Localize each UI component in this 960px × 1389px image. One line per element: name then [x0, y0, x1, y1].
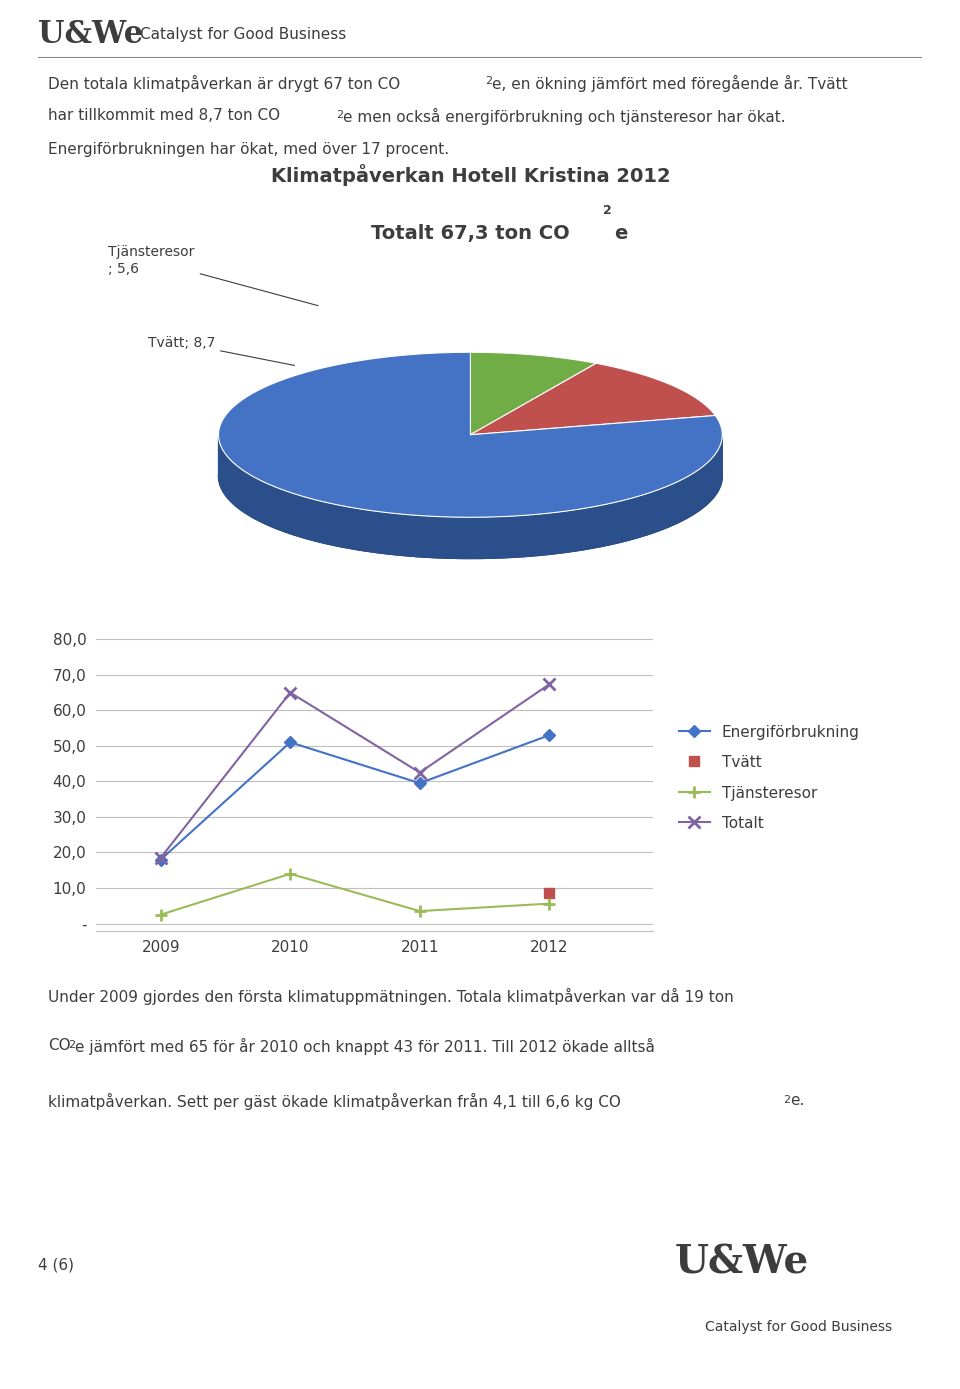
Text: har tillkommit med 8,7 ton CO: har tillkommit med 8,7 ton CO — [48, 108, 280, 124]
Text: 2: 2 — [336, 110, 344, 119]
Energiförbrukning — [543, 726, 555, 743]
Text: e men också energiförbrukning och tjänsteresor har ökat.: e men också energiförbrukning och tjänst… — [343, 108, 785, 125]
Energiförbrukning — [155, 851, 166, 868]
Totalt — [284, 685, 296, 701]
Tjänsteresor — [155, 906, 166, 922]
Text: 4 (6): 4 (6) — [38, 1257, 75, 1272]
Polygon shape — [219, 436, 722, 558]
Text: 2: 2 — [783, 1095, 790, 1106]
Text: klimatpåverkan. Sett per gäst ökade klimatpåverkan från 4,1 till 6,6 kg CO: klimatpåverkan. Sett per gäst ökade klim… — [48, 1093, 621, 1110]
Polygon shape — [470, 364, 715, 435]
Polygon shape — [219, 353, 722, 517]
Energiförbrukning — [414, 775, 425, 792]
Tjänsteresor — [543, 896, 555, 913]
Text: e: e — [614, 224, 628, 243]
Tjänsteresor — [284, 865, 296, 882]
Text: e jämfört med 65 för år 2010 och knappt 43 för 2011. Till 2012 ökade alltså: e jämfört med 65 för år 2010 och knappt … — [75, 1038, 655, 1054]
Totalt — [543, 676, 555, 693]
Text: CO: CO — [48, 1038, 71, 1053]
Text: Energiförbru
kning; 53,0: Energiförbru kning; 53,0 — [538, 429, 624, 458]
Text: U&We: U&We — [674, 1243, 808, 1281]
Tjänsteresor — [414, 903, 425, 920]
Text: U&We: U&We — [38, 18, 144, 50]
Line: Energiförbrukning: Energiförbrukning — [156, 731, 553, 864]
Polygon shape — [219, 393, 722, 558]
Text: Klimatpåverkan Hotell Kristina 2012: Klimatpåverkan Hotell Kristina 2012 — [271, 164, 670, 186]
Polygon shape — [470, 353, 596, 435]
Text: Den totala klimatpåverkan är drygt 67 ton CO: Den totala klimatpåverkan är drygt 67 to… — [48, 75, 400, 92]
Text: e.: e. — [790, 1093, 804, 1107]
Totalt — [414, 764, 425, 781]
Line: Totalt: Totalt — [155, 678, 556, 864]
Energiförbrukning — [284, 733, 296, 750]
Totalt — [155, 850, 166, 867]
Text: Catalyst for Good Business: Catalyst for Good Business — [706, 1320, 893, 1333]
Text: Catalyst for Good Business: Catalyst for Good Business — [140, 26, 347, 42]
Text: 2: 2 — [603, 204, 612, 217]
Legend: Energiförbrukning, Tvätt, Tjänsteresor, Totalt: Energiförbrukning, Tvätt, Tjänsteresor, … — [672, 717, 868, 839]
Line: Tjänsteresor: Tjänsteresor — [155, 868, 556, 921]
Text: 2: 2 — [68, 1040, 75, 1050]
Text: 2: 2 — [485, 76, 492, 86]
Text: Under 2009 gjordes den första klimatuppmätningen. Totala klimatpåverkan var då 1: Under 2009 gjordes den första klimatuppm… — [48, 988, 733, 1004]
Text: Energiförbrukningen har ökat, med över 17 procent.: Energiförbrukningen har ökat, med över 1… — [48, 143, 449, 157]
Text: Tvätt; 8,7: Tvätt; 8,7 — [148, 336, 295, 365]
Text: Totalt 67,3 ton CO: Totalt 67,3 ton CO — [371, 224, 570, 243]
Text: Tjänsteresor
; 5,6: Tjänsteresor ; 5,6 — [108, 246, 318, 306]
Text: e, en ökning jämfört med föregående år. Tvätt: e, en ökning jämfört med föregående år. … — [492, 75, 848, 92]
